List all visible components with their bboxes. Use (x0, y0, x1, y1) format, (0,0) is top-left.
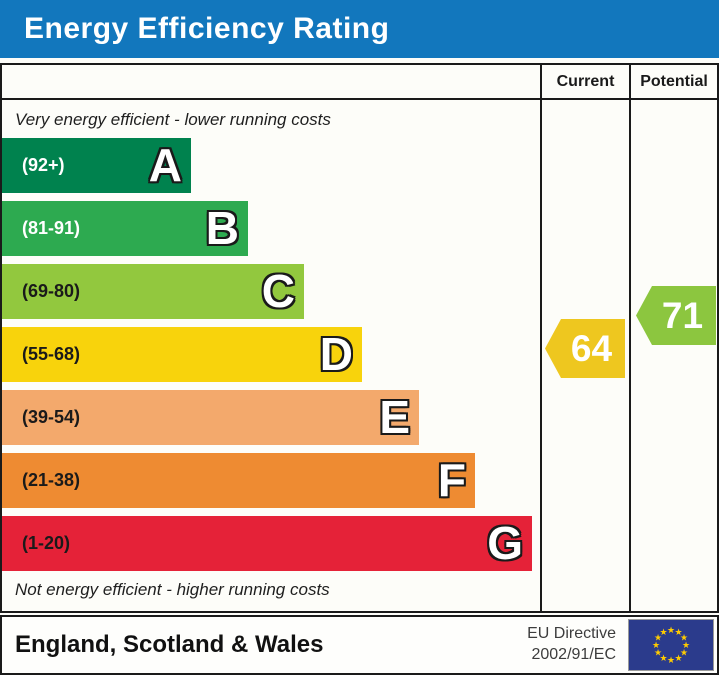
band-row-b: (81-91) B (2, 201, 248, 256)
potential-rating-arrow: 71 (636, 286, 716, 345)
svg-text:★: ★ (654, 649, 662, 659)
svg-text:★: ★ (654, 634, 662, 644)
svg-text:★: ★ (680, 649, 688, 659)
band-range-label: (1-20) (22, 533, 71, 553)
potential-column: Potential 71 (629, 65, 717, 611)
band-range-label: (55-68) (22, 344, 81, 364)
rating-table: Very energy efficient - lower running co… (0, 63, 719, 613)
band-row-a: (92+) A (2, 138, 191, 193)
eu-directive-line2: 2002/91/EC (531, 646, 616, 663)
svg-text:★: ★ (674, 628, 682, 638)
svg-text:★: ★ (652, 641, 660, 651)
band-letter: G (487, 517, 523, 569)
potential-column-body: 71 (631, 100, 717, 611)
current-column: Current 64 (540, 65, 629, 611)
band-letter: B (205, 202, 239, 254)
band-row-f: (21-38) F (2, 453, 475, 508)
band-letter: F (437, 454, 466, 506)
rating-bands: (92+) A (81-91) B (69-80) C (55-68) D (2, 138, 540, 571)
band-range-label: (21-38) (22, 470, 81, 490)
top-note: Very energy efficient - lower running co… (15, 110, 331, 129)
band-row-e: (39-54) E (2, 390, 419, 445)
current-rating-value: 64 (570, 327, 613, 369)
band-range-label: (69-80) (22, 281, 81, 301)
band-row-d: (55-68) D (2, 327, 362, 382)
band-range-label: (81-91) (22, 218, 81, 238)
svg-text:★: ★ (682, 641, 690, 651)
band-letter: A (148, 139, 182, 191)
band-letter: E (379, 391, 410, 443)
region-label: England, Scotland & Wales (15, 631, 324, 658)
rating-scale-body: Very energy efficient - lower running co… (2, 100, 540, 611)
scale-header-spacer (2, 65, 540, 100)
svg-text:★: ★ (680, 634, 688, 644)
title-bar: Energy Efficiency Rating (0, 0, 719, 58)
potential-column-header: Potential (631, 65, 717, 100)
band-range-label: (92+) (22, 155, 65, 175)
svg-text:★: ★ (659, 628, 667, 638)
footer-bar: England, Scotland & Wales EU Directive 2… (0, 615, 719, 675)
band-row-g: (1-20) G (2, 516, 532, 571)
current-column-body: 64 (542, 100, 629, 611)
bottom-note: Not energy efficient - higher running co… (15, 580, 330, 599)
svg-text:★: ★ (667, 656, 675, 666)
potential-rating-value: 71 (661, 294, 704, 336)
eu-directive-label: EU Directive 2002/91/EC (527, 624, 616, 666)
eu-flag-icon: ★ ★ ★ ★ ★ ★ ★ ★ ★ ★ ★ ★ (628, 619, 714, 671)
current-rating-arrow: 64 (545, 319, 625, 378)
svg-text:★: ★ (659, 654, 667, 664)
band-range-label: (39-54) (22, 407, 81, 427)
band-letter: D (319, 328, 353, 380)
rating-scale-column: Very energy efficient - lower running co… (2, 65, 540, 611)
band-row-c: (69-80) C (2, 264, 304, 319)
svg-text:★: ★ (674, 654, 682, 664)
svg-text:★: ★ (667, 626, 675, 636)
eu-directive-line1: EU Directive (527, 625, 616, 643)
band-letter: C (261, 265, 295, 317)
page-title: Energy Efficiency Rating (24, 12, 390, 45)
current-column-header: Current (542, 65, 629, 100)
